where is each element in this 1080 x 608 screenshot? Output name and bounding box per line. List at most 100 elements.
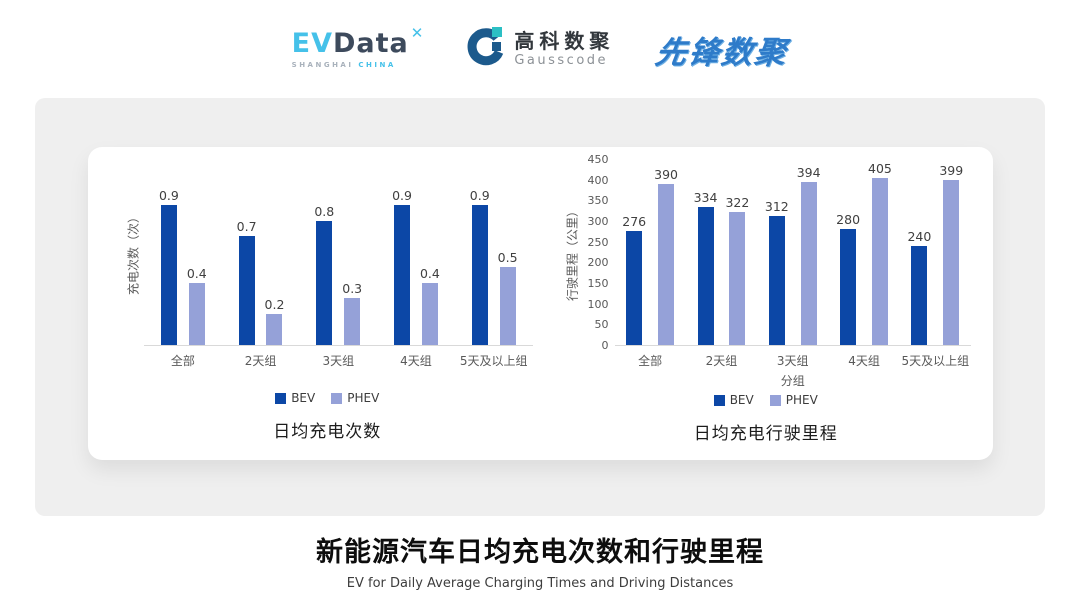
category-label: 全部 <box>638 354 663 368</box>
category-label: 全部 <box>170 354 195 368</box>
y-axis-title: 行驶里程（公里） <box>565 204 579 302</box>
bar-column-phev: 0.4 <box>187 266 207 345</box>
y-tick-label: 50 <box>594 318 609 332</box>
value-label: 322 <box>725 195 750 210</box>
bar-column-bev: 276 <box>622 214 646 345</box>
value-label: 0.9 <box>158 188 179 203</box>
bar-bev <box>697 207 714 345</box>
bar-column-bev: 280 <box>836 212 860 345</box>
category-label: 3天组 <box>322 354 355 368</box>
bar-column-phev: 0.5 <box>498 250 518 345</box>
gausscode-cn-text: 高科数聚 <box>514 28 615 53</box>
bar-phev <box>729 212 746 345</box>
chart-daily-charging-times: 充电次数（次） 0.9 0.4 0.7 0.2 0.8 0.3 0.9 0.4 0.9 0.5 全部 2… <box>122 160 533 460</box>
category-label: 5天及以上组 <box>459 354 528 368</box>
bar-phev <box>871 178 888 345</box>
bar-group: 0.9 0.5 <box>455 160 533 345</box>
evdata-wordmark: EV Data ✕ <box>291 25 424 59</box>
chart-legend: BEV PHEV <box>713 393 818 407</box>
value-label: 0.3 <box>342 281 363 296</box>
bar-column-bev: 0.7 <box>237 219 257 345</box>
bar-bev <box>394 205 410 345</box>
y-tick-label: 200 <box>587 256 609 270</box>
bar-groups: 0.9 0.4 0.7 0.2 0.8 0.3 0.9 0.4 0.9 0.5 <box>144 160 533 346</box>
bar-group: 0.8 0.3 <box>299 160 377 345</box>
bar-groups: 276 390 334 322 312 394 280 405 240 399 <box>614 160 971 346</box>
page-title: 新能源汽车日均充电次数和行驶里程 <box>316 537 764 568</box>
value-label: 0.4 <box>186 266 207 281</box>
bar-column-bev: 0.8 <box>314 204 334 345</box>
plot-area: 0.9 0.4 0.7 0.2 0.8 0.3 0.9 0.4 0.9 0.5 全部 2天组 3天组 4天… <box>144 160 533 387</box>
value-label: 394 <box>796 165 821 180</box>
bar-bev <box>160 205 177 345</box>
value-label: 399 <box>939 163 964 178</box>
value-label: 280 <box>836 212 861 227</box>
bar-column-bev: 0.9 <box>470 188 490 345</box>
legend-item-bev: BEV <box>713 393 754 407</box>
legend-label: PHEV <box>347 391 380 405</box>
bar-column-phev: 405 <box>868 161 892 345</box>
gausscode-logo: 高科数聚 Gausscode <box>465 26 614 72</box>
bar-phev <box>499 267 516 345</box>
category-label: 4天组 <box>848 354 880 368</box>
bar-group: 280 405 <box>828 160 899 345</box>
xianfeng-shuju-logo: 先锋数聚 <box>653 34 791 71</box>
bar-column-phev: 394 <box>797 165 821 345</box>
y-axis-title-gutter: 行驶里程（公里） <box>561 160 583 389</box>
y-tick-label: 100 <box>587 297 609 311</box>
y-axis: 0 50 100 150 200 250 300 350 400 450 <box>583 153 615 352</box>
chart-legend: BEV PHEV <box>275 391 379 405</box>
legend-marker-phev-icon <box>769 394 781 406</box>
bar-bev <box>471 205 488 345</box>
chart-title: 日均充电行驶里程 <box>693 424 838 444</box>
bar-column-bev: 0.9 <box>392 188 412 345</box>
footer: 新能源汽车日均充电次数和行驶里程 EV for Daily Average Ch… <box>0 530 1080 591</box>
category-label: 2天组 <box>244 354 277 368</box>
y-tick-label: 250 <box>587 235 609 249</box>
legend-label: BEV <box>729 393 754 407</box>
bar-bev <box>626 231 643 345</box>
bar-group: 0.9 0.4 <box>144 160 222 345</box>
bar-phev <box>943 180 960 345</box>
value-label: 390 <box>654 167 678 182</box>
y-tick-label: 150 <box>587 277 609 290</box>
legend-marker-bev-icon <box>275 392 287 404</box>
bar-phev <box>658 184 675 345</box>
plot-area: 276 390 334 322 312 394 280 405 240 399 全部 2天组 3天组 4天… <box>614 160 972 389</box>
category-axis: 全部 2天组 3天组 4天组 5天及以上组 <box>144 346 533 369</box>
evdata-subtitle-shanghai: SHANGHAI <box>291 60 354 69</box>
charts-card: 充电次数（次） 0.9 0.4 0.7 0.2 0.8 0.3 0.9 0.4 0.9 0.5 全部 2… <box>88 147 993 460</box>
bar-column-phev: 322 <box>725 195 749 345</box>
bar-group: 276 390 <box>615 160 686 345</box>
bar-column-phev: 0.3 <box>342 281 362 345</box>
y-tick-label: 350 <box>587 194 609 208</box>
value-label: 0.2 <box>264 297 285 312</box>
bar-column-bev: 312 <box>765 199 789 345</box>
content-panel: 充电次数（次） 0.9 0.4 0.7 0.2 0.8 0.3 0.9 0.4 0.9 0.5 全部 2… <box>35 98 1045 516</box>
value-label: 240 <box>907 229 932 244</box>
bar-phev <box>344 298 361 345</box>
chart-canvas: 行驶里程（公里） 0 50 100 150 200 250 300 350 400 450 276 39… <box>561 153 972 389</box>
bar-group: 0.9 0.4 <box>377 160 455 345</box>
legend-label: PHEV <box>785 393 818 407</box>
evdata-ev-text: EV <box>291 27 333 59</box>
value-label: 0.5 <box>497 250 518 265</box>
bar-column-bev: 240 <box>907 229 931 345</box>
x-axis-title: 分组 <box>780 374 805 388</box>
bar-group: 334 322 <box>686 160 757 345</box>
header-logos: EV Data ✕ SHANGHAI CHINA 高科数聚 Gausscode 先锋… <box>0 16 1080 82</box>
y-tick-label: 300 <box>587 215 609 228</box>
value-label: 0.4 <box>419 266 440 281</box>
chart-canvas: 充电次数（次） 0.9 0.4 0.7 0.2 0.8 0.3 0.9 0.4 0.9 0.5 全部 2… <box>122 160 533 387</box>
bar-column-bev: 334 <box>693 190 718 345</box>
value-label: 334 <box>693 190 718 205</box>
bar-column-phev: 390 <box>654 167 678 345</box>
legend-item-bev: BEV <box>275 391 315 405</box>
bar-column-phev: 0.2 <box>264 297 285 345</box>
chart-title: 日均充电次数 <box>273 422 382 442</box>
value-label: 405 <box>868 161 892 176</box>
bar-phev <box>421 283 438 345</box>
category-axis: 全部 2天组 3天组 4天组 5天及以上组 <box>615 346 972 369</box>
bar-column-phev: 399 <box>939 163 963 345</box>
